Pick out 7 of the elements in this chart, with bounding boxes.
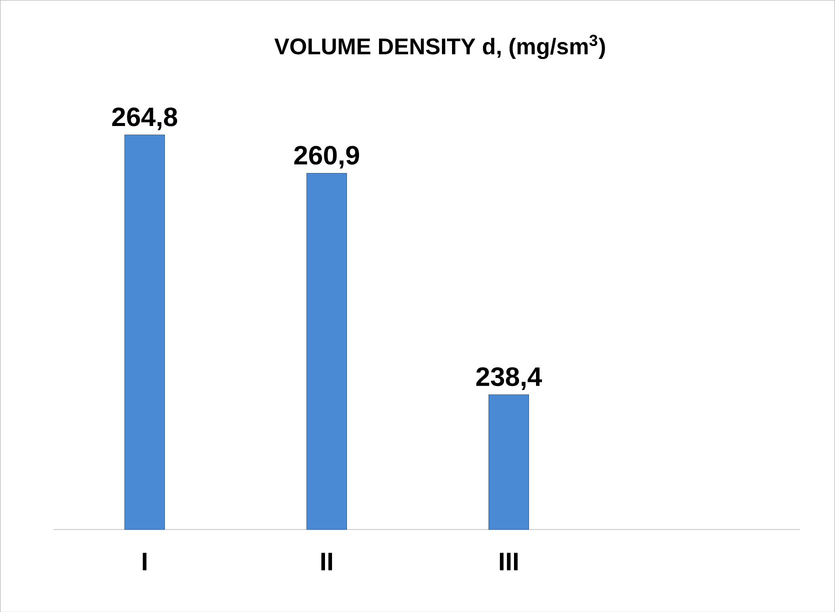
data-label: 260,9 <box>294 146 360 168</box>
data-label: 238,4 <box>476 367 542 390</box>
x-tick-label: I <box>142 552 146 570</box>
chart-title: VOLUME DENSITY d, (mg/sm$^{3}$) <box>274 34 605 59</box>
x-tick-label: II <box>321 552 332 570</box>
data-label: 264,8 <box>112 107 178 130</box>
x-tick-label: III <box>500 552 518 570</box>
